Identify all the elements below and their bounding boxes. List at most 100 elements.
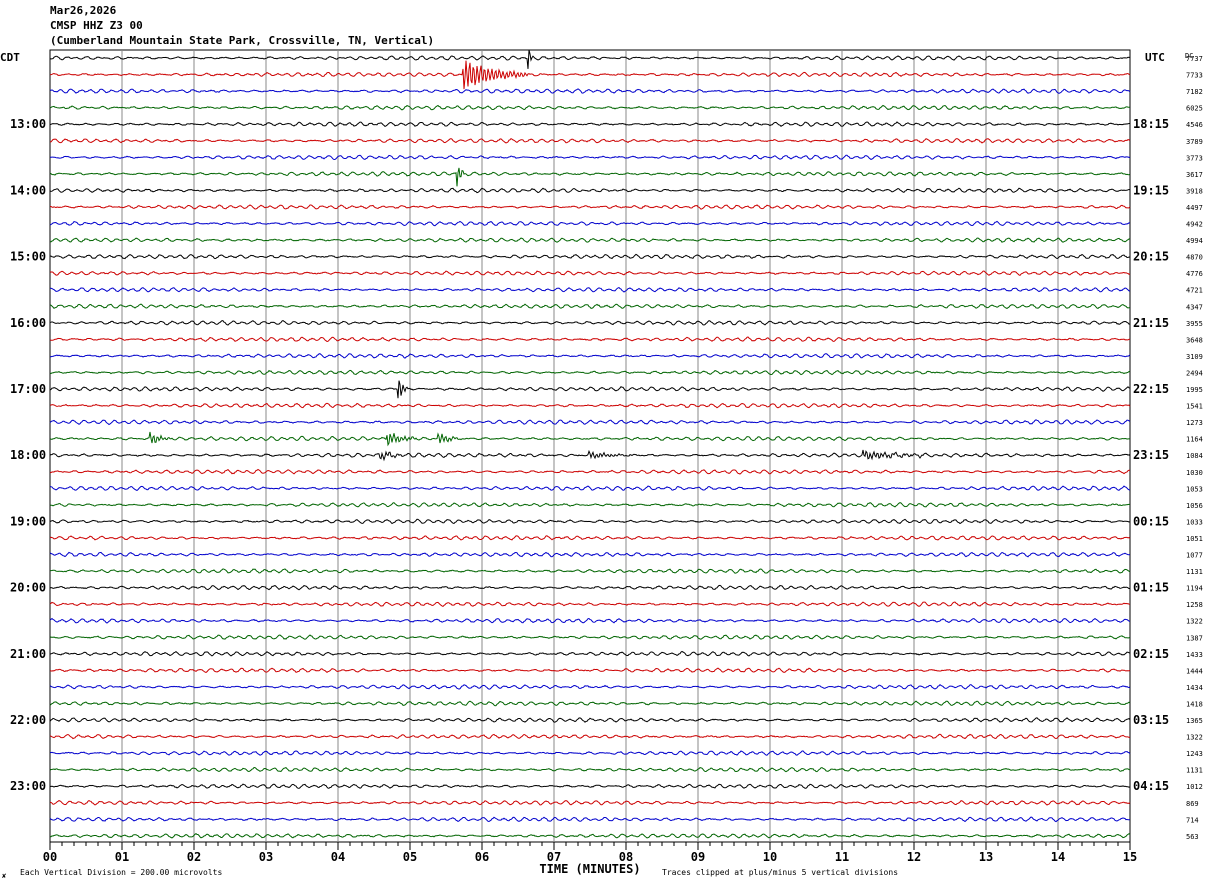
x-tick-label: 10 xyxy=(763,850,777,864)
trace-line-41 xyxy=(49,733,1131,740)
right-hour-label: 00:15 xyxy=(1133,514,1169,528)
trace-line-43 xyxy=(49,766,1130,773)
trace-line-22 xyxy=(49,419,1131,426)
trace-line-2 xyxy=(49,88,1131,94)
trace-line-21 xyxy=(50,402,1131,409)
left-hour-label: 17:00 xyxy=(10,382,46,396)
dc-offset-label: 1051 xyxy=(1186,535,1203,543)
trace-line-33 xyxy=(49,601,1131,608)
trace-line-14 xyxy=(50,287,1131,293)
dc-offset-label: 4347 xyxy=(1186,303,1203,311)
left-axis-label: CDT xyxy=(0,51,20,64)
dc-offset-label: 1273 xyxy=(1186,419,1203,427)
footer-clip-text: Traces clipped at plus/minus 5 vertical … xyxy=(662,868,898,877)
dc-offset-label: 1131 xyxy=(1186,568,1203,576)
dc-offset-label: 4942 xyxy=(1186,221,1203,229)
dc-offset-label: 1995 xyxy=(1186,386,1203,394)
trace-line-28 xyxy=(49,518,1131,525)
dc-offset-label: 1322 xyxy=(1186,734,1203,742)
dc-offset-label: 4776 xyxy=(1186,270,1203,278)
dc-offset-label: 3648 xyxy=(1186,336,1203,344)
dc-offset-label: 4546 xyxy=(1186,121,1203,129)
left-hour-label: 23:00 xyxy=(10,779,46,793)
x-tick-label: 06 xyxy=(475,850,489,864)
dc-offset-label: 1444 xyxy=(1186,667,1203,675)
right-axis-label: UTC xyxy=(1145,51,1165,64)
dc-offset-label: 6025 xyxy=(1186,105,1203,113)
dc-offset-label: 3789 xyxy=(1186,138,1203,146)
left-hour-label: 14:00 xyxy=(10,183,46,197)
trace-line-20 xyxy=(49,380,1131,399)
trace-line-13 xyxy=(49,270,1131,277)
dc-offset-label: 1012 xyxy=(1186,783,1203,791)
right-hour-label: 19:15 xyxy=(1133,183,1169,197)
trace-line-15 xyxy=(49,303,1130,309)
trace-line-0 xyxy=(49,49,1131,69)
dc-offset-label: 1056 xyxy=(1186,502,1203,510)
trace-line-38 xyxy=(49,684,1131,690)
right-hour-label: 22:15 xyxy=(1133,382,1169,396)
right-hour-label: 23:15 xyxy=(1133,448,1169,462)
left-hour-label: 20:00 xyxy=(10,581,46,595)
trace-line-44 xyxy=(50,783,1131,789)
right-hour-label: 03:15 xyxy=(1133,713,1169,727)
trace-line-16 xyxy=(49,320,1131,326)
dc-offset-label: 3109 xyxy=(1186,353,1203,361)
trace-line-6 xyxy=(50,154,1131,161)
trace-line-11 xyxy=(49,237,1131,243)
x-tick-label: 00 xyxy=(43,850,57,864)
trace-line-7 xyxy=(49,167,1131,187)
trace-line-24 xyxy=(49,449,1131,462)
trace-line-23 xyxy=(49,431,1131,447)
plot-frame xyxy=(49,49,1131,843)
dc-offset-label: 1194 xyxy=(1186,585,1203,593)
dc-offset-label: 4994 xyxy=(1186,237,1203,245)
dc-offset-label: 1077 xyxy=(1186,552,1203,560)
dc-offset-label: 563 xyxy=(1186,833,1199,841)
trace-line-29 xyxy=(49,535,1131,541)
left-hour-label: 22:00 xyxy=(10,713,46,727)
left-hour-label: 13:00 xyxy=(10,117,46,131)
dc-offset-label: 1387 xyxy=(1186,634,1203,642)
x-tick-label: 05 xyxy=(403,850,417,864)
x-tick-label: 08 xyxy=(619,850,633,864)
trace-line-17 xyxy=(49,336,1131,343)
trace-line-36 xyxy=(49,650,1131,657)
dc-offset-label: 1131 xyxy=(1186,767,1203,775)
x-tick-label: 02 xyxy=(187,850,201,864)
left-hour-label: 18:00 xyxy=(10,448,46,462)
x-tick-label: 13 xyxy=(979,850,993,864)
dc-offset-label: 4870 xyxy=(1186,254,1203,262)
x-tick-label: 03 xyxy=(259,850,273,864)
trace-line-18 xyxy=(49,353,1131,359)
left-hour-label: 21:00 xyxy=(10,647,46,661)
dc-offset-label: 1033 xyxy=(1186,518,1203,526)
trace-line-10 xyxy=(49,220,1131,227)
trace-line-26 xyxy=(49,485,1131,492)
right-hour-label: 20:15 xyxy=(1133,250,1169,264)
dc-offset-label: 3773 xyxy=(1186,154,1203,162)
right-hour-label: 18:15 xyxy=(1133,117,1169,131)
x-tick-label: 14 xyxy=(1051,850,1065,864)
dc-offset-label: 1053 xyxy=(1186,485,1203,493)
header-location: (Cumberland Mountain State Park, Crossvi… xyxy=(50,34,435,47)
trace-line-25 xyxy=(49,468,1130,475)
dc-offset-label: 714 xyxy=(1186,816,1199,824)
dc-offset-label: 869 xyxy=(1186,800,1199,808)
dc-offset-label: 1164 xyxy=(1186,436,1203,444)
trace-line-32 xyxy=(49,584,1131,591)
dc-offset-label: 1434 xyxy=(1186,684,1203,692)
dc-offset-label: 1322 xyxy=(1186,618,1203,626)
dc-offset-label: 7182 xyxy=(1186,88,1203,96)
corner-mark: ✘ xyxy=(2,872,7,880)
trace-line-1 xyxy=(49,60,1131,90)
dc-offset-label: 7733 xyxy=(1186,72,1203,80)
trace-line-39 xyxy=(49,700,1131,707)
x-tick-label: 07 xyxy=(547,850,561,864)
left-hour-label: 19:00 xyxy=(10,514,46,528)
header-date: Mar26,2026 xyxy=(50,4,117,17)
left-hour-label: 16:00 xyxy=(10,316,46,330)
dc-label: DC xyxy=(1185,52,1193,60)
header-station: CMSP HHZ Z3 00 xyxy=(50,19,143,32)
